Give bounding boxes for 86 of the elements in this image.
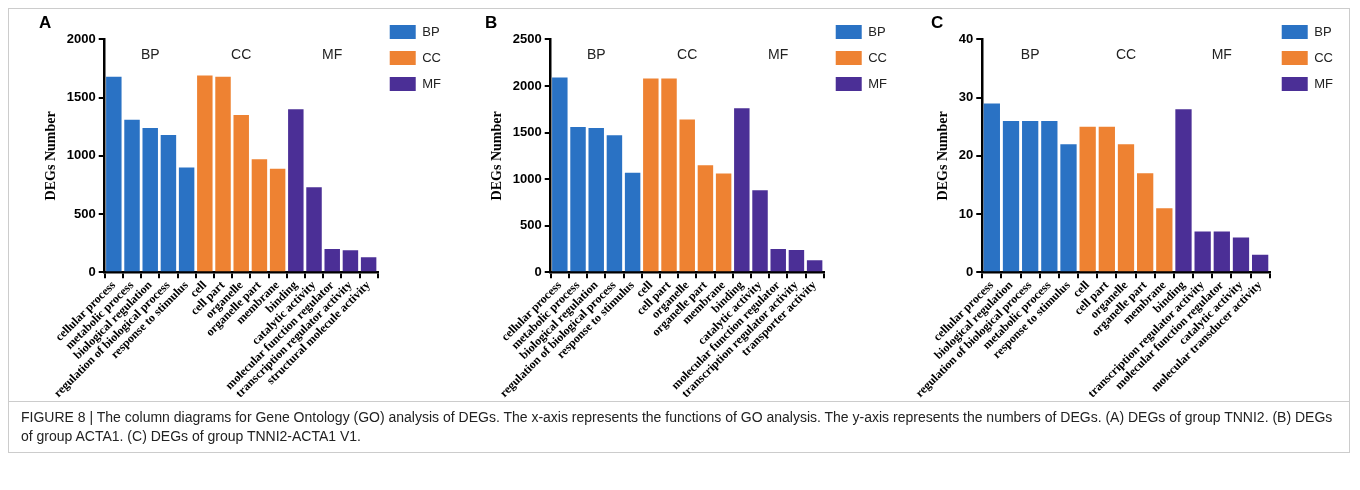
- annotation: MF: [322, 46, 343, 63]
- bar: [806, 260, 823, 272]
- y-tick-label: 0: [966, 263, 974, 279]
- bar: [1175, 109, 1192, 272]
- bar: [1213, 231, 1230, 272]
- legend-label: CC: [1314, 49, 1333, 65]
- legend-label: BP: [1314, 23, 1332, 39]
- annotation: BP: [1020, 46, 1040, 63]
- annotation: MF: [1211, 46, 1232, 63]
- bar: [233, 115, 249, 272]
- legend-label: MF: [868, 75, 888, 91]
- bar: [251, 159, 268, 272]
- chart-title: C: [931, 12, 944, 32]
- caption: FIGURE 8 | The column diagrams for Gene Ontology (GO) analysis of DEGs. The x-axis represents the functions of GO analysis. The y-axis represents the numbers of DEGs. (A) DEGs of group TNNI2. (B) DEGs of group ACTA1. (C) DEGs of group TNNI2-ACTA1 V1.: [21, 408, 1334, 446]
- annotation: CC: [1115, 46, 1137, 63]
- bar: [752, 190, 768, 272]
- y-tick-label: 2500: [512, 30, 542, 46]
- bar: [1117, 144, 1135, 272]
- y-tick-label: 500: [74, 205, 96, 221]
- bar: [1098, 126, 1115, 272]
- y-tick-label: 1000: [66, 147, 96, 163]
- bar: [1079, 126, 1096, 272]
- bar: [606, 135, 623, 272]
- legend-label: CC: [868, 49, 887, 65]
- annotation: CC: [231, 46, 252, 63]
- y-tick-label: 1000: [512, 170, 542, 186]
- bar: [160, 134, 177, 272]
- bar: [983, 103, 1000, 272]
- y-axis-title: DEGs Number: [43, 111, 59, 201]
- bar: [306, 187, 322, 272]
- bar: [124, 119, 140, 272]
- annotation: BP: [140, 46, 160, 63]
- y-tick-label: 0: [88, 263, 96, 279]
- bar: [178, 167, 195, 272]
- chart-title: A: [39, 12, 52, 32]
- annotation: CC: [677, 46, 698, 63]
- y-axis-title: DEGs Number: [489, 111, 505, 201]
- bar: [715, 173, 732, 272]
- bar: [588, 127, 604, 272]
- y-tick-label: 1500: [512, 124, 542, 140]
- bar: [661, 78, 677, 272]
- bar: [1252, 254, 1269, 272]
- bar: [106, 76, 122, 272]
- bar: [1194, 231, 1211, 272]
- legend-label: MF: [1314, 75, 1334, 91]
- bar: [1137, 173, 1154, 272]
- y-tick-label: 10: [958, 205, 974, 221]
- bar: [1156, 208, 1173, 272]
- bar: [1041, 120, 1058, 272]
- bar: [1060, 144, 1077, 272]
- chart-title: B: [485, 12, 498, 32]
- bar: [570, 126, 586, 272]
- y-axis-title: DEGs Number: [935, 111, 951, 201]
- y-tick-label: 0: [534, 263, 542, 279]
- bar: [770, 249, 786, 272]
- bar: [142, 127, 158, 272]
- bar: [342, 250, 359, 272]
- bar: [788, 249, 805, 272]
- annotation: MF: [768, 46, 789, 63]
- annotation: BP: [586, 46, 606, 63]
- bar: [552, 77, 568, 272]
- y-tick-label: 1500: [66, 89, 96, 105]
- bar: [679, 119, 695, 272]
- legend-label: MF: [422, 75, 442, 91]
- bar: [215, 76, 231, 272]
- bar: [1022, 120, 1039, 272]
- y-tick-label: 20: [958, 147, 974, 163]
- bar: [734, 108, 750, 272]
- y-tick-label: 2000: [512, 77, 542, 93]
- y-tick-label: 2000: [66, 30, 96, 46]
- y-tick-label: 40: [958, 30, 974, 46]
- y-tick-label: 30: [958, 89, 974, 105]
- bar: [269, 168, 286, 272]
- bar: [288, 109, 304, 272]
- bar: [1002, 120, 1020, 272]
- bar: [324, 249, 340, 272]
- bar: [624, 172, 641, 272]
- bar: [643, 78, 659, 272]
- bar: [360, 257, 377, 272]
- legend-label: BP: [868, 23, 886, 39]
- y-tick-label: 500: [520, 217, 542, 233]
- bar: [1232, 237, 1250, 272]
- bar: [197, 75, 213, 272]
- legend-label: BP: [422, 23, 440, 39]
- bar: [697, 165, 714, 272]
- legend-label: CC: [422, 49, 441, 65]
